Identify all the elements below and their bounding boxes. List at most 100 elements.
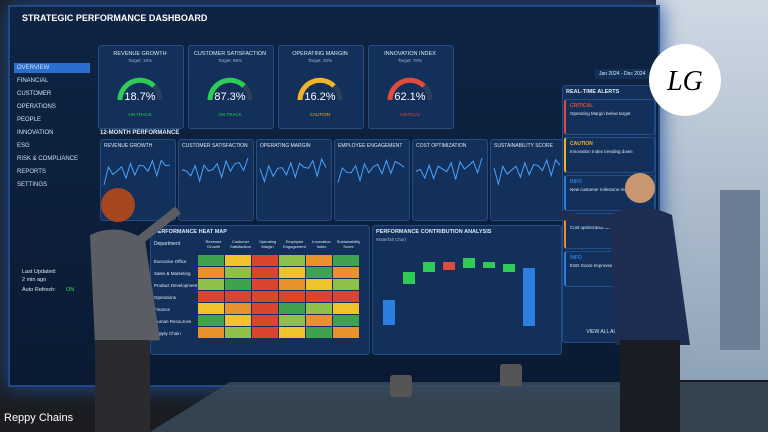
heatmap-cell: [306, 291, 332, 302]
alert-level: INFO: [570, 255, 582, 261]
last-updated-value: 2 min ago: [22, 277, 47, 283]
trend-section: 12-MONTH PERFORMANCE: [100, 130, 180, 136]
heatmap-row: Finance: [154, 307, 171, 312]
alert-text: Innovation Index trending down: [570, 149, 633, 154]
nav-item[interactable]: RISK & COMPLIANCE: [17, 156, 79, 162]
kpi-target: Target: 70%: [397, 58, 422, 63]
trend-title: REVENUE GROWTH: [104, 143, 153, 149]
alerts-title: REAL-TIME ALERTS: [566, 89, 620, 95]
heatmap-cell: [252, 291, 278, 302]
contribution-title: PERFORMANCE CONTRIBUTION ANALYSIS: [376, 229, 492, 235]
trend-line: [181, 157, 249, 183]
woman: [90, 188, 181, 432]
kpi-value: 87.3%: [214, 91, 246, 103]
heatmap-cell: [198, 303, 224, 314]
nav-item[interactable]: ESG: [17, 143, 30, 149]
nav-item[interactable]: REPORTS: [17, 169, 46, 175]
heatmap-cell: [225, 291, 251, 302]
heatmap-cell: [225, 255, 251, 266]
heatmap-cell: [198, 291, 224, 302]
nav-item[interactable]: SETTINGS: [17, 182, 48, 188]
table: [150, 382, 768, 432]
alert-card: [564, 99, 655, 135]
kpi-status: ON TRACK: [128, 112, 152, 117]
nav-item[interactable]: FINANCIAL: [17, 78, 49, 84]
alert-text: Operating Margin below target: [570, 111, 631, 116]
heatmap-cell: [333, 303, 359, 314]
alert-level: CRITICAL: [570, 103, 594, 109]
trend-title: EMPLOYEE ENGAGEMENT: [338, 143, 403, 149]
heatmap-column: Sustainability Score: [336, 239, 361, 249]
heatmap-cell: [225, 279, 251, 290]
trend-line: [415, 157, 483, 181]
waterfall-bar: [443, 262, 455, 270]
mug: [390, 375, 412, 397]
heatmap-row: Human Resources: [154, 319, 192, 324]
heatmap-cell: [225, 303, 251, 314]
heatmap-cell: [198, 267, 224, 278]
title: STRATEGIC PERFORMANCE DASHBOARD: [22, 13, 208, 23]
heatmap-row: Sales & Marketing: [154, 271, 191, 276]
heatmap-cell: [252, 303, 278, 314]
alert-text: ESG Score Improved: [570, 263, 613, 268]
trend-title: COST OPTIMIZATION: [416, 143, 467, 149]
kpi-card: [98, 45, 184, 129]
heatmap-cell: [198, 315, 224, 326]
kpi-value: 62.1%: [394, 91, 426, 103]
heatmap-column: Revenue Growth: [205, 239, 222, 249]
heatmap-cell: [198, 279, 224, 290]
heatmap-title: PERFORMANCE HEAT MAP: [154, 229, 227, 235]
heatmap-cell: [252, 255, 278, 266]
kpi-card: [368, 45, 454, 129]
heatmap-cell: [333, 291, 359, 302]
heatmap-cell: [279, 303, 305, 314]
waterfall-bar: [423, 262, 435, 272]
heatmap-cell: [333, 267, 359, 278]
waterfall-bar: [503, 264, 515, 272]
heatmap-cell: [279, 315, 305, 326]
waterfall-bar: [463, 258, 475, 268]
alert-level: INFO: [570, 179, 582, 185]
auto-refresh: Auto Refresh:: [22, 287, 56, 293]
heatmap-cell: [198, 255, 224, 266]
gauge-arc: [297, 77, 336, 101]
heatmap-cell: [252, 279, 278, 290]
waterfall-bar: [403, 272, 415, 284]
trend-card: [178, 139, 254, 221]
city: [720, 190, 760, 350]
kpi-title: OPERATING MARGIN: [292, 51, 348, 57]
nav-item[interactable]: PEOPLE: [17, 117, 42, 123]
heatmap-cell: [306, 279, 332, 290]
waterfall-bar: [523, 268, 535, 326]
heatmap-cell: [279, 267, 305, 278]
heatmap-column: Innovation Index: [312, 239, 331, 249]
heatmap-row: Product Development: [154, 283, 198, 288]
heatmap-cell: [306, 315, 332, 326]
heatmap-cell: [333, 315, 359, 326]
nav-item[interactable]: INNOVATION: [17, 130, 54, 136]
trend-line: [259, 157, 327, 184]
alert-text: Cost optimization behind target: [570, 225, 633, 230]
heatmap-cell: [252, 327, 278, 338]
trend-card: [334, 139, 410, 221]
heatmap-cell: [225, 327, 251, 338]
gauge-arc: [117, 77, 156, 101]
last-updated: Last Updated:: [22, 269, 57, 275]
view-all[interactable]: VIEW ALL ALERTS: [586, 329, 630, 335]
trend-line: [103, 159, 171, 186]
trend-line: [493, 158, 561, 187]
kpi-value: 16.2%: [304, 91, 336, 103]
heatmap-column: Employee Engagement: [283, 239, 306, 249]
kpi-title: REVENUE GROWTH: [113, 51, 167, 57]
gauge-arc: [207, 77, 246, 101]
waterfall-bar: [383, 300, 395, 325]
nav-item[interactable]: CUSTOMER: [17, 91, 52, 97]
heatmap-cell: [252, 315, 278, 326]
nav-item[interactable]: OPERATIONS: [17, 104, 56, 110]
heatmap-cell: [225, 315, 251, 326]
kpi-target: Target: 15%: [127, 58, 152, 63]
heatmap-cell: [306, 303, 332, 314]
nav-item[interactable]: OVERVIEW: [14, 63, 90, 73]
heatmap-cell: [306, 327, 332, 338]
